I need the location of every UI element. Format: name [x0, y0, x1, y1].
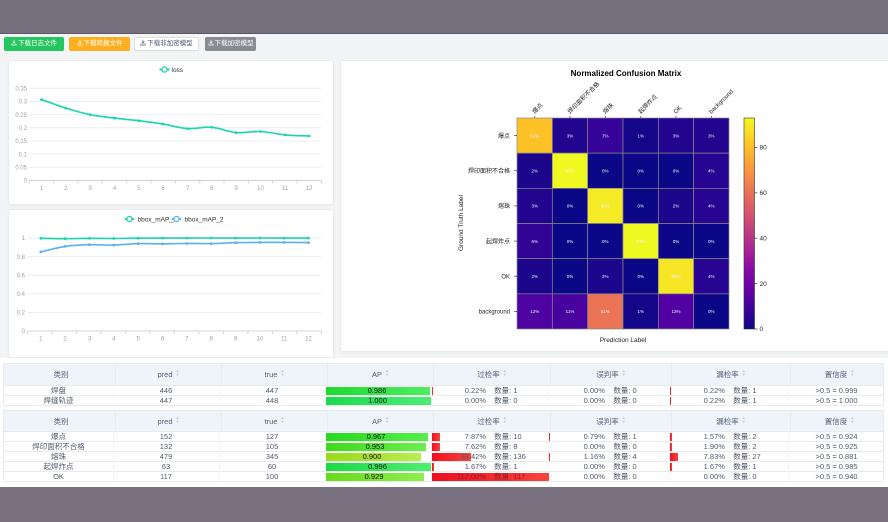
svg-text:3: 3 [89, 186, 93, 192]
svg-text:0.1: 0.1 [19, 152, 28, 158]
svg-text:0.6: 0.6 [17, 273, 26, 279]
svg-text:2%: 2% [531, 274, 538, 279]
svg-text:6: 6 [161, 186, 165, 192]
svg-text:8: 8 [210, 186, 214, 192]
svg-text:60: 60 [760, 190, 768, 197]
svg-text:1: 1 [22, 236, 26, 242]
svg-text:6%: 6% [531, 239, 538, 244]
svg-text:0.05: 0.05 [15, 166, 27, 172]
svg-text:2%: 2% [531, 169, 538, 174]
svg-text:熔珠: 熔珠 [601, 101, 615, 115]
svg-text:Prediction Label: Prediction Label [600, 337, 647, 344]
svg-text:0%: 0% [673, 169, 680, 174]
svg-text:12: 12 [305, 337, 312, 343]
svg-text:起焊炸点: 起焊炸点 [636, 93, 659, 116]
svg-text:1: 1 [40, 186, 44, 192]
svg-text:10: 10 [257, 337, 264, 343]
svg-text:0.3: 0.3 [19, 100, 28, 106]
svg-text:6: 6 [161, 337, 165, 343]
svg-text:0.15: 0.15 [15, 139, 27, 145]
svg-text:0%: 0% [708, 309, 715, 314]
svg-text:0%: 0% [567, 274, 574, 279]
svg-text:loss: loss [172, 67, 184, 74]
svg-text:3%: 3% [708, 133, 715, 138]
svg-text:11: 11 [281, 337, 288, 343]
svg-text:4%: 4% [708, 274, 715, 279]
svg-text:background: background [708, 89, 734, 115]
svg-text:10: 10 [257, 186, 264, 192]
svg-text:爆点: 爆点 [530, 101, 544, 115]
svg-text:OK: OK [673, 105, 683, 115]
svg-text:3%: 3% [567, 133, 574, 138]
svg-text:0: 0 [22, 329, 26, 335]
svg-text:13%: 13% [671, 309, 680, 314]
svg-text:0%: 0% [673, 239, 680, 244]
svg-text:93%: 93% [565, 169, 574, 174]
svg-text:焊印面积不合格: 焊印面积不合格 [566, 80, 601, 115]
svg-text:0%: 0% [567, 204, 574, 209]
svg-text:5: 5 [137, 337, 141, 343]
svg-text:爆点: 爆点 [498, 132, 510, 140]
svg-text:12: 12 [306, 186, 313, 192]
svg-text:11: 11 [282, 186, 289, 192]
svg-text:61%: 61% [601, 309, 610, 314]
svg-text:9: 9 [234, 337, 238, 343]
svg-text:1%: 1% [637, 309, 644, 314]
svg-text:起焊炸点: 起焊炸点 [486, 237, 510, 245]
svg-text:5: 5 [137, 186, 141, 192]
svg-text:9: 9 [234, 186, 238, 192]
svg-text:0.25: 0.25 [15, 113, 27, 119]
svg-text:7: 7 [186, 186, 190, 192]
svg-text:bbox_mAP_1: bbox_mAP_1 [138, 216, 177, 223]
svg-text:3%: 3% [673, 133, 680, 138]
svg-text:0%: 0% [637, 169, 644, 174]
svg-text:0%: 0% [708, 239, 715, 244]
svg-text:80: 80 [760, 145, 768, 152]
svg-text:1: 1 [39, 337, 43, 343]
svg-text:7%: 7% [602, 133, 609, 138]
svg-text:0.2: 0.2 [17, 311, 26, 317]
svg-text:焊印面积不合格: 焊印面积不合格 [468, 167, 510, 175]
svg-text:11%: 11% [566, 309, 575, 314]
svg-text:3: 3 [88, 337, 92, 343]
svg-text:0%: 0% [637, 204, 644, 209]
svg-text:4: 4 [112, 337, 116, 343]
svg-text:12%: 12% [530, 309, 539, 314]
svg-text:0%: 0% [602, 169, 609, 174]
svg-text:3%: 3% [531, 204, 538, 209]
svg-text:4%: 4% [708, 169, 715, 174]
svg-text:background: background [479, 310, 510, 316]
svg-text:Normalized Confusion Matrix: Normalized Confusion Matrix [571, 69, 682, 78]
svg-text:1%: 1% [637, 133, 644, 138]
svg-text:0.2: 0.2 [19, 126, 28, 132]
svg-text:0: 0 [24, 179, 28, 185]
svg-text:0%: 0% [602, 239, 609, 244]
svg-text:0%: 0% [567, 239, 574, 244]
svg-text:熔珠: 熔珠 [498, 202, 510, 210]
svg-text:0.4: 0.4 [17, 292, 26, 298]
svg-text:bbox_mAP_2: bbox_mAP_2 [185, 216, 224, 223]
svg-text:7: 7 [185, 337, 189, 343]
svg-text:OK: OK [501, 274, 510, 280]
svg-text:2%: 2% [602, 274, 609, 279]
svg-text:0.8: 0.8 [17, 255, 26, 261]
svg-text:2: 2 [63, 337, 67, 343]
svg-text:2%: 2% [673, 204, 680, 209]
svg-text:89%: 89% [671, 274, 680, 279]
svg-text:8: 8 [210, 337, 214, 343]
svg-text:4%: 4% [708, 204, 715, 209]
svg-text:0.35: 0.35 [15, 87, 27, 93]
svg-text:2: 2 [64, 186, 68, 192]
svg-text:0%: 0% [637, 274, 644, 279]
svg-text:0: 0 [760, 326, 764, 333]
svg-text:81%: 81% [530, 133, 539, 138]
svg-text:40: 40 [760, 235, 768, 242]
svg-text:Ground Truth Label: Ground Truth Label [458, 194, 465, 251]
svg-text:93%: 93% [636, 239, 645, 244]
svg-text:90%: 90% [601, 204, 610, 209]
svg-text:20: 20 [760, 281, 768, 288]
svg-text:4: 4 [113, 186, 117, 192]
